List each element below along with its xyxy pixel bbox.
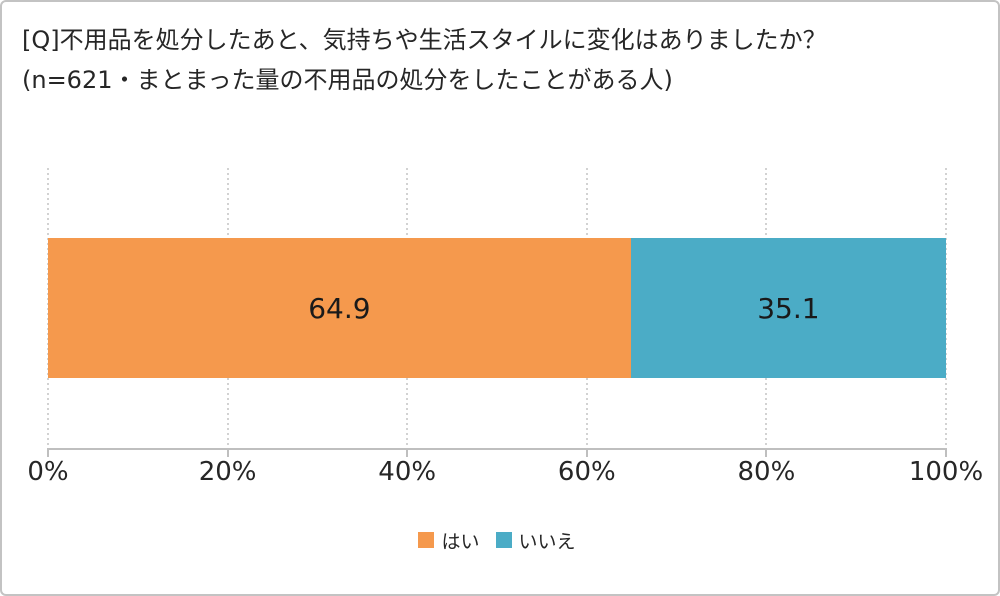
axis-tick-label: 40% [378, 457, 437, 487]
plot-area: 64.9 35.1 0% 20% 40% 60% 80% 100% [27, 168, 983, 486]
bar-value-label: 64.9 [308, 291, 371, 325]
legend-item: いいえ [495, 527, 576, 554]
x-axis-line [48, 448, 946, 450]
bar-segment: 35.1 [630, 238, 946, 378]
legend: はい いいえ [48, 526, 946, 554]
axis-tick-label: 100% [908, 457, 984, 487]
gridline [945, 168, 947, 448]
chart-subtitle: (n=621・まとまった量の不用品の処分をしたことがある人) [22, 66, 673, 94]
title-block: [Q]不用品を処分したあと、気持ちや生活スタイルに変化はありましたか？ (n=6… [22, 20, 827, 100]
axis-tick [47, 448, 49, 457]
legend-swatch [418, 532, 435, 548]
legend-label: いいえ [518, 530, 576, 553]
axis-tick [226, 448, 229, 457]
x-axis-labels: 0% 20% 40% 60% 80% 100% [27, 457, 983, 488]
axis-tick-label: 20% [198, 457, 257, 487]
chart-title: [Q]不用品を処分したあと、気持ちや生活スタイルに変化はありましたか？ [22, 26, 827, 54]
axis-tick [765, 448, 768, 457]
legend-label: はい [441, 530, 480, 553]
axis-tick [585, 448, 588, 457]
axis-tick-label: 80% [737, 457, 796, 487]
axis-tick [945, 448, 947, 457]
stacked-bar: 64.9 35.1 [48, 238, 946, 378]
bar-segment: 64.9 [48, 238, 631, 378]
axis-tick-label: 0% [27, 457, 69, 487]
axis-tick-label: 60% [557, 457, 616, 487]
axis-tick [406, 448, 409, 457]
bar-value-label: 35.1 [757, 291, 820, 325]
legend-item: はい [418, 527, 480, 554]
legend-swatch [495, 532, 512, 548]
